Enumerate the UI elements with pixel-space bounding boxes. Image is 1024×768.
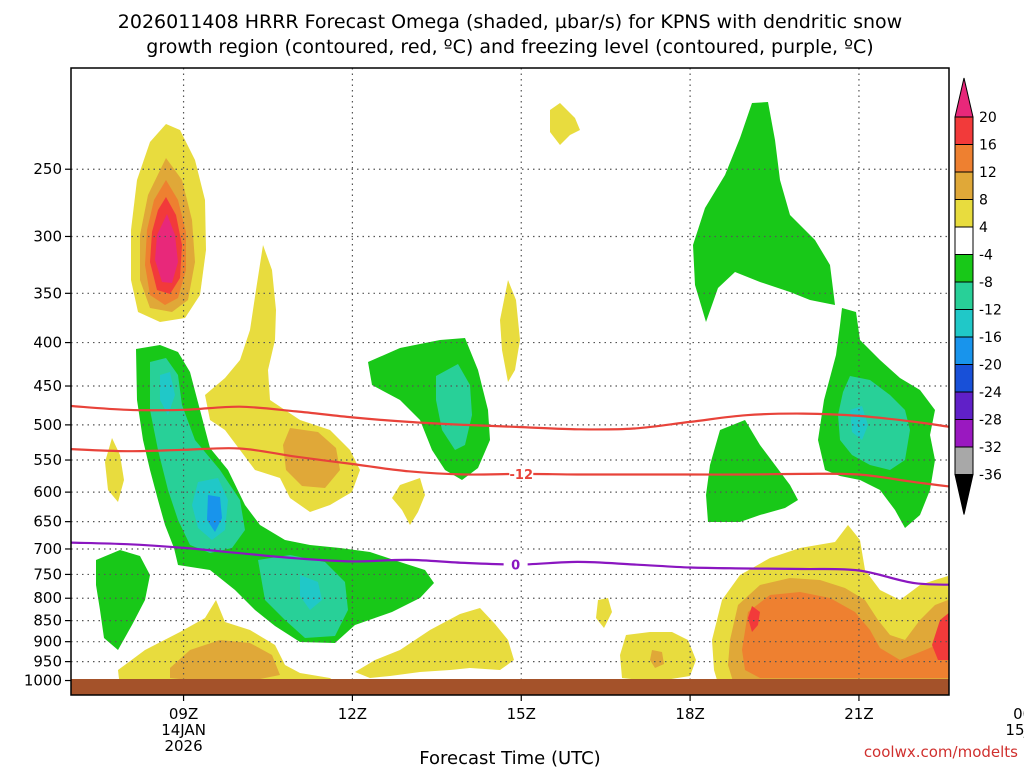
x-tick-date-00Z: 15JAN: [1005, 721, 1024, 739]
y-tick-label-750: 750: [33, 565, 62, 583]
y-tick-label-500: 500: [33, 416, 62, 434]
colorbar: 20 16 12 8 4 -4 -8 -12 -16 -20 -24 -28 -32 -36: [954, 77, 1002, 515]
omega-region-left-descent: [136, 345, 434, 643]
plot-frame: [70, 67, 950, 696]
colorbar-bin-13: [954, 446, 974, 475]
omega-region-15z-small-ascent: [392, 478, 425, 525]
colorbar-bin-2: [954, 144, 974, 173]
colorbar-label-8: -16: [979, 330, 1002, 346]
dgz-contour-lower: [71, 447, 949, 488]
x-tick-label-21Z: 21Z: [844, 705, 873, 723]
x-axis-label: Forecast Time (UTC): [419, 748, 600, 768]
colorbar-bin-7: [954, 281, 974, 310]
omega-region-left-descent-16: [207, 495, 222, 532]
colorbar-bin-10: [954, 364, 974, 393]
y-tick-label-800: 800: [33, 589, 62, 607]
dgz-contour-upper: [71, 404, 949, 431]
colorbar-label-3: 8: [979, 193, 988, 209]
credit-text: coolwx.com/modelts: [864, 743, 1018, 761]
dgz-contour-label-bg: [509, 465, 534, 481]
y-axis: 250 300 350 400 450 500 550 600 650 700 750 800 850 9…: [24, 160, 71, 690]
y-tick-label-1000: 1000: [24, 672, 62, 690]
omega-region-right-ascent-12: [742, 592, 949, 678]
colorbar-bin-5: [954, 226, 974, 255]
y-tick-label-900: 900: [33, 633, 62, 651]
omega-region-upper-right-descent: [693, 102, 835, 322]
colorbar-label-7: -12: [979, 303, 1002, 319]
omega-region-lower-descent-12: [300, 575, 322, 610]
colorbar-label-10: -24: [979, 385, 1002, 401]
x-tick-year-09Z: 2026: [164, 737, 202, 755]
omega-region-22z-descent: [706, 420, 798, 522]
colorbar-label-2: 12: [979, 165, 997, 181]
y-tick-label-400: 400: [33, 334, 62, 352]
y-tick-label-350: 350: [33, 284, 62, 302]
omega-region-20z-ascent-8: [650, 650, 664, 668]
y-tick-label-700: 700: [33, 540, 62, 558]
colorbar-label-13: -36: [979, 468, 1002, 484]
omega-region-left-small-ascent: [105, 438, 124, 502]
omega-region-lower-center-ascent: [355, 608, 514, 678]
chart-title-line-2: growth region (contoured, red, ºC) and f…: [146, 36, 873, 58]
colorbar-label-6: -8: [979, 275, 993, 291]
y-tick-label-450: 450: [33, 377, 62, 395]
omega-region-475-ascent: [500, 280, 520, 382]
freezing-level-contour: [71, 541, 949, 586]
contour-labels: -12 0: [503, 465, 534, 573]
colorbar-label-5: -4: [979, 248, 993, 264]
colorbar-label-1: 16: [979, 138, 997, 154]
y-tick-label-650: 650: [33, 513, 62, 531]
omega-region-right-ascent-16b: [932, 612, 949, 660]
colorbar-bottom-triangle: [954, 474, 974, 515]
freezing-contour-label: 0: [511, 558, 520, 573]
colorbar-bin-12: [954, 419, 974, 448]
omega-region-right-descent-8: [838, 376, 910, 470]
x-tick-label-00Z: 00Z: [1013, 705, 1024, 723]
colorbar-label-4: 4: [979, 220, 988, 236]
y-tick-label-850: 850: [33, 612, 62, 630]
y-tick-label-950: 950: [33, 653, 62, 671]
colorbar-label-11: -28: [979, 413, 1002, 429]
colorbar-label-9: -20: [979, 358, 1002, 374]
colorbar-bin-3: [954, 171, 974, 200]
x-tick-label-15Z: 15Z: [507, 705, 536, 723]
omega-region-right-ascent-16a: [748, 606, 760, 632]
colorbar-bin-9: [954, 336, 974, 365]
omega-ascent-shading: [105, 103, 949, 690]
x-tick-label-18Z: 18Z: [675, 705, 704, 723]
plot-area: [71, 68, 949, 695]
colorbar-bin-6: [954, 254, 974, 283]
colorbar-label-0: 20: [979, 110, 997, 126]
colorbar-top-triangle: [954, 77, 974, 118]
x-tick-label-12Z: 12Z: [338, 705, 367, 723]
chart-title-line-1: 2026011408 HRRR Forecast Omega (shaded, …: [118, 11, 902, 33]
y-tick-label-550: 550: [33, 451, 62, 469]
y-tick-label-300: 300: [33, 227, 62, 245]
omega-region-top-small-ascent: [550, 103, 580, 145]
x-tick-label-09Z: 09Z: [169, 705, 198, 723]
y-tick-label-600: 600: [33, 483, 62, 501]
colorbar-bin-1: [954, 116, 974, 145]
omega-region-upper-ascent-20: [155, 214, 178, 283]
x-tick-date-09Z: 14JAN: [161, 721, 206, 739]
colorbar-bin-11: [954, 391, 974, 420]
colorbar-bin-4: [954, 199, 974, 228]
omega-region-lower-left-ascent-8: [170, 640, 280, 680]
y-tick-label-250: 250: [33, 160, 62, 178]
colorbar-bin-8: [954, 309, 974, 338]
dgz-contour-label: -12: [510, 468, 534, 483]
freezing-contour-label-bg: [503, 556, 528, 572]
ground-surface: [71, 679, 949, 695]
colorbar-label-12: -32: [979, 440, 1002, 456]
